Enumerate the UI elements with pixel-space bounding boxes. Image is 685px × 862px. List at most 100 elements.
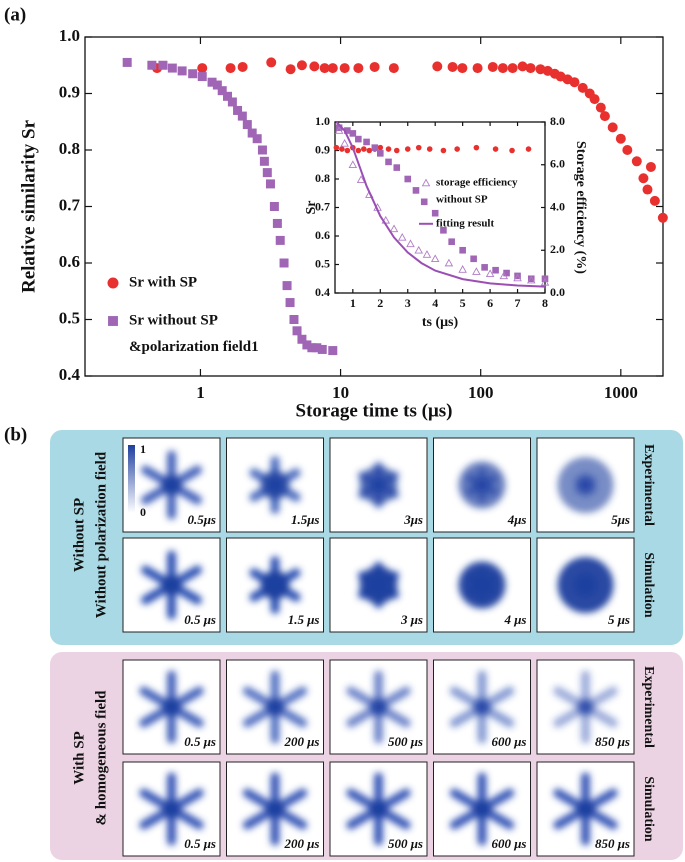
pattern bbox=[249, 456, 301, 514]
point bbox=[487, 61, 498, 72]
point bbox=[497, 63, 508, 74]
core bbox=[266, 698, 284, 716]
time-label: 4μs bbox=[507, 512, 527, 527]
point bbox=[262, 168, 272, 178]
point bbox=[340, 138, 349, 147]
y-tick-label: 0.4 bbox=[59, 365, 81, 384]
point bbox=[292, 326, 302, 336]
core bbox=[260, 570, 290, 600]
point bbox=[393, 164, 401, 171]
point bbox=[473, 144, 480, 151]
point bbox=[285, 298, 295, 308]
x-tick-label: 1 bbox=[350, 296, 356, 310]
core bbox=[359, 566, 398, 604]
x-tick-label: 100 bbox=[468, 383, 494, 402]
time-label: 0.5 μs bbox=[184, 836, 216, 851]
point bbox=[527, 275, 536, 284]
group-title: Without SP bbox=[71, 498, 87, 572]
point bbox=[385, 158, 392, 166]
pattern bbox=[346, 772, 411, 846]
point bbox=[259, 156, 269, 166]
pattern bbox=[242, 670, 308, 744]
point bbox=[517, 61, 528, 72]
time-label: 500 μs bbox=[388, 836, 423, 851]
point bbox=[513, 273, 522, 282]
y-tick-label: 1.0 bbox=[59, 26, 80, 45]
point bbox=[448, 238, 455, 245]
point bbox=[147, 60, 157, 70]
point bbox=[622, 145, 633, 155]
point bbox=[257, 145, 267, 155]
point bbox=[377, 144, 384, 151]
point bbox=[569, 77, 580, 88]
core bbox=[161, 475, 182, 495]
y-tick-label: 0.7 bbox=[315, 199, 330, 213]
point bbox=[645, 161, 656, 172]
point bbox=[525, 146, 532, 152]
pattern bbox=[557, 457, 614, 513]
fit-line bbox=[335, 121, 546, 288]
point bbox=[459, 246, 466, 254]
point bbox=[356, 175, 366, 183]
time-label: 5μs bbox=[611, 512, 630, 527]
point bbox=[265, 179, 275, 189]
point bbox=[444, 258, 454, 267]
x-tick-label: 2 bbox=[377, 296, 383, 310]
point bbox=[657, 212, 668, 223]
point bbox=[503, 269, 510, 277]
time-label: 850 μs bbox=[595, 734, 630, 749]
time-label: 200 μs bbox=[283, 734, 319, 749]
x-axis-title: ts (μs) bbox=[422, 315, 459, 330]
point bbox=[525, 63, 536, 74]
legend-label: Sr with SP bbox=[129, 274, 197, 290]
core bbox=[458, 461, 506, 509]
x-tick-label: 4 bbox=[432, 296, 438, 310]
pattern bbox=[357, 561, 400, 609]
group-title: With SP bbox=[71, 731, 87, 785]
point bbox=[302, 340, 312, 350]
point bbox=[272, 218, 282, 228]
y-tick-label: 0.5 bbox=[315, 256, 330, 270]
point bbox=[363, 138, 370, 146]
y-tick-label: 0.9 bbox=[59, 82, 80, 101]
y2-tick-label: 2.0 bbox=[550, 242, 565, 256]
row-label: Experimental bbox=[641, 444, 656, 526]
point bbox=[348, 160, 358, 168]
point bbox=[414, 245, 423, 254]
point bbox=[225, 63, 236, 74]
point bbox=[122, 57, 132, 67]
y-tick-label: 0.5 bbox=[59, 308, 80, 327]
point bbox=[369, 61, 380, 72]
point bbox=[339, 146, 345, 152]
point bbox=[481, 264, 488, 271]
pattern bbox=[553, 772, 618, 846]
point bbox=[158, 60, 168, 70]
y-tick-label: 0.8 bbox=[315, 171, 330, 185]
point bbox=[412, 187, 420, 194]
point bbox=[212, 80, 222, 90]
core bbox=[473, 698, 491, 716]
point bbox=[361, 146, 367, 152]
point bbox=[540, 277, 550, 286]
y-tick-label: 0.6 bbox=[315, 228, 330, 242]
point bbox=[440, 227, 447, 234]
row-label: Experimental bbox=[641, 666, 656, 748]
x-tick-label: 10 bbox=[332, 383, 349, 402]
core bbox=[266, 800, 284, 818]
point bbox=[472, 63, 483, 74]
pattern bbox=[357, 461, 400, 509]
point bbox=[275, 235, 285, 245]
core bbox=[473, 800, 491, 818]
pattern bbox=[346, 670, 411, 744]
point bbox=[333, 144, 340, 151]
point bbox=[237, 61, 248, 72]
point bbox=[177, 66, 187, 76]
pattern bbox=[141, 550, 202, 620]
x-tick-label: 1000 bbox=[604, 383, 638, 402]
time-label: 850 μs bbox=[595, 836, 630, 851]
core bbox=[260, 470, 290, 500]
legend-label: without SP bbox=[436, 193, 488, 205]
x-tick-label: 5 bbox=[460, 296, 466, 310]
point bbox=[266, 57, 277, 68]
